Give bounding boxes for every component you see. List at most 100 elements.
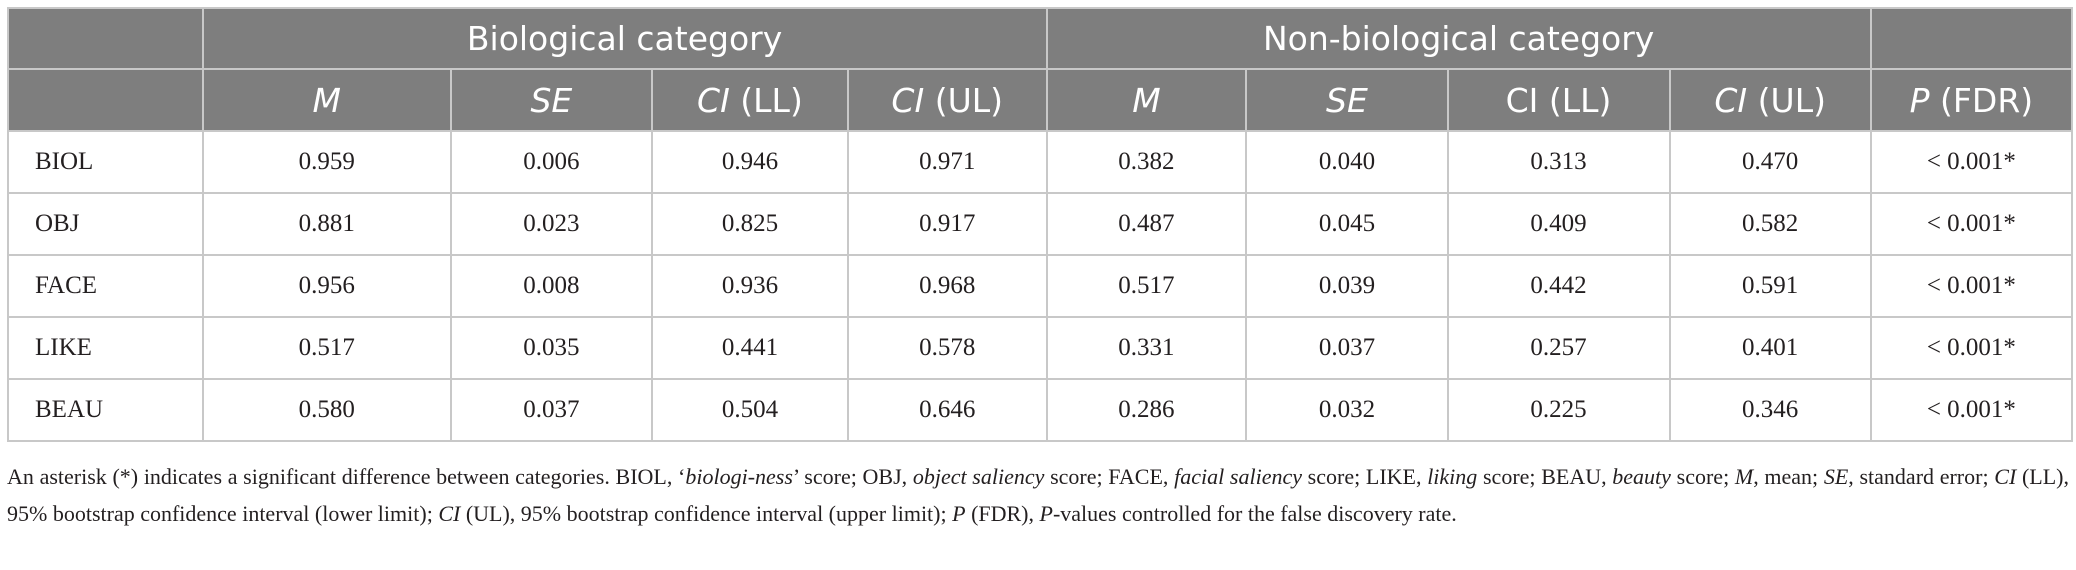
footnote-text: (UL), 95% bootstrap confidence interval … (460, 501, 953, 526)
col-header-bio-ci-ll: CI (LL) (650, 68, 849, 132)
empty-corner-cell (7, 7, 204, 70)
table-footnote: An asterisk (*) indicates a significant … (7, 458, 2069, 532)
footnote-text: , standard error; (1848, 464, 1995, 489)
footnote-text: (LL), 95% bootstrap confidence interval … (7, 464, 2069, 526)
empty-column-header (7, 68, 204, 132)
table-cell: 0.401 (1668, 316, 1872, 380)
row-label: FACE (7, 254, 204, 318)
table-row: FACE 0.956 0.008 0.936 0.968 0.517 0.039… (7, 254, 2074, 318)
column-header-row: M SE CI (LL) CI (UL) M SE CI (LL) CI (UL… (7, 68, 2074, 132)
non-biological-category-header: Non-biological category (1045, 7, 1872, 70)
row-label: BEAU (7, 378, 204, 442)
footnote-italic: facial saliency (1174, 464, 1302, 489)
table-cell: 0.470 (1668, 130, 1872, 194)
table-cell: 0.442 (1446, 254, 1671, 318)
row-label: OBJ (7, 192, 204, 256)
table-cell: 0.037 (1245, 316, 1449, 380)
table-cell: 0.008 (449, 254, 653, 318)
col-header-nonbio-mean: M (1045, 68, 1248, 132)
col-header-suffix: (LL) (729, 80, 803, 120)
col-header-suffix: (UL) (924, 80, 1003, 120)
row-label: LIKE (7, 316, 204, 380)
footnote-text: ’ score; OBJ, (792, 464, 913, 489)
col-header-main: CI (697, 80, 730, 120)
footnote-italic: CI (1994, 464, 2017, 489)
col-header-bio-ci-ul: CI (UL) (846, 68, 1048, 132)
table-cell: 0.582 (1668, 192, 1872, 256)
col-header-bio-mean: M (201, 68, 452, 132)
footnote-text: , mean; (1753, 464, 1824, 489)
group-header-row: Biological category Non-biological categ… (7, 7, 2074, 70)
table-cell: 0.591 (1668, 254, 1872, 318)
table-row: OBJ 0.881 0.023 0.825 0.917 0.487 0.045 … (7, 192, 2074, 256)
table-body: BIOL 0.959 0.006 0.946 0.971 0.382 0.040… (7, 130, 2074, 442)
footnote-italic: CI (438, 501, 461, 526)
table-header: Biological category Non-biological categ… (7, 7, 2074, 132)
col-header-main: SE (530, 80, 573, 120)
table-cell: 0.032 (1245, 378, 1449, 442)
footnote-italic: P (1039, 501, 1053, 526)
col-header-main: SE (1326, 80, 1368, 120)
table-cell: 0.936 (650, 254, 849, 318)
table-cell: 0.035 (449, 316, 653, 380)
table-cell: 0.409 (1446, 192, 1671, 256)
row-label: BIOL (7, 130, 204, 194)
table-cell: 0.956 (201, 254, 452, 318)
col-header-nonbio-se: SE (1245, 68, 1449, 132)
table-cell: 0.517 (201, 316, 452, 380)
footnote-text: score; FACE, (1044, 464, 1175, 489)
table-cell: 0.517 (1045, 254, 1248, 318)
footnote-italic: liking (1427, 464, 1478, 489)
table-cell: < 0.001* (1869, 192, 2074, 256)
table-cell: 0.968 (846, 254, 1048, 318)
table-cell: 0.286 (1045, 378, 1248, 442)
table-cell: 0.441 (650, 316, 849, 380)
table-cell: 0.039 (1245, 254, 1449, 318)
results-table: Biological category Non-biological categ… (7, 7, 2074, 442)
table-cell: < 0.001* (1869, 316, 2074, 380)
footnote-italic: M (1734, 464, 1754, 489)
col-header-nonbio-ci-ul: CI (UL) (1668, 68, 1872, 132)
table-cell: < 0.001* (1869, 378, 2074, 442)
col-header-main: M (312, 80, 341, 120)
footnote-text: -values controlled for the false discove… (1052, 501, 1457, 526)
table-cell: 0.257 (1446, 316, 1671, 380)
table-cell: 0.580 (201, 378, 452, 442)
footnote-italic: object saliency (912, 464, 1045, 489)
footnote-italic: biologi-ness (685, 464, 793, 489)
col-header-bio-se: SE (449, 68, 653, 132)
table-cell: 0.313 (1446, 130, 1671, 194)
table-cell: 0.959 (201, 130, 452, 194)
col-header-suffix: (UL) (1747, 80, 1826, 120)
col-header-main: CI (LL) (1505, 80, 1612, 120)
table-cell: 0.646 (846, 378, 1048, 442)
table-cell: 0.825 (650, 192, 849, 256)
table-cell: 0.045 (1245, 192, 1449, 256)
table-cell: 0.331 (1045, 316, 1248, 380)
table-row: BEAU 0.580 0.037 0.504 0.646 0.286 0.032… (7, 378, 2074, 442)
table-cell: 0.504 (650, 378, 849, 442)
col-header-main: CI (891, 80, 925, 120)
table-row: LIKE 0.517 0.035 0.441 0.578 0.331 0.037… (7, 316, 2074, 380)
footnote-text: score; BEAU, (1477, 464, 1613, 489)
col-header-main: P (1909, 80, 1930, 120)
col-header-nonbio-ci-ll: CI (LL) (1446, 68, 1671, 132)
table-cell: 0.382 (1045, 130, 1248, 194)
table-cell: 0.578 (846, 316, 1048, 380)
col-header-suffix: (FDR) (1929, 80, 2034, 120)
empty-header-cell (1869, 7, 2074, 70)
col-header-main: CI (1714, 80, 1748, 120)
footnote-text: (FDR), (965, 501, 1040, 526)
footnote-italic: beauty (1612, 464, 1671, 489)
table-row: BIOL 0.959 0.006 0.946 0.971 0.382 0.040… (7, 130, 2074, 194)
table-cell: < 0.001* (1869, 130, 2074, 194)
footnote-text: An asterisk (*) indicates a significant … (7, 464, 686, 489)
col-header-p-fdr: P (FDR) (1869, 68, 2074, 132)
col-header-main: M (1132, 80, 1161, 120)
table-cell: 0.006 (449, 130, 653, 194)
table-cell: 0.023 (449, 192, 653, 256)
footnote-text: score; (1670, 464, 1735, 489)
table-cell: 0.346 (1668, 378, 1872, 442)
table-cell: 0.971 (846, 130, 1048, 194)
footnote-italic: SE (1823, 464, 1849, 489)
